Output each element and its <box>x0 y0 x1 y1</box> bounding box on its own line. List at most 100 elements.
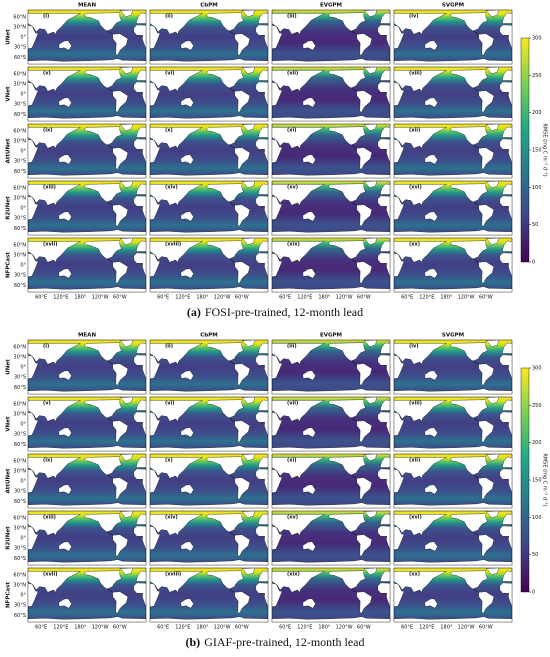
colorbar-tick-label: 100 <box>532 515 542 521</box>
map-ocean <box>271 567 391 623</box>
colorbar-label: RMSE (mg C m⁻² d⁻¹) <box>542 453 548 506</box>
lat-tick-label: 60°S <box>14 226 26 232</box>
row-label: NFPCast <box>6 252 12 278</box>
lat-tick-label: 30°N <box>13 138 26 144</box>
colorbar-tick-label: 150 <box>532 148 542 154</box>
lon-tick-label: 60°W <box>113 625 127 631</box>
lat-tick-label: 30°N <box>13 354 26 360</box>
colorbar-tick-label: 250 <box>532 403 542 409</box>
panel-label: (ii) <box>165 344 173 350</box>
colorbar-tick-label: 250 <box>532 73 542 79</box>
lat-tick-label: 30°N <box>13 195 26 201</box>
colorbar-tick-label: 50 <box>532 552 538 558</box>
caption: (a) FOSI-pre-trained, 12-month lead <box>187 305 363 319</box>
panel-label: (ii) <box>165 14 173 20</box>
lon-tick-label: 120°W <box>92 295 109 301</box>
panel-label: (xiii) <box>43 185 56 191</box>
colorbar-tick-label: 200 <box>532 110 542 116</box>
lat-tick-label: 30°S <box>14 489 26 495</box>
lon-tick-label: 180° <box>196 625 209 631</box>
lat-tick-label: 60°S <box>14 169 26 175</box>
lon-tick-label: 120°W <box>214 295 231 301</box>
panel-label: (xiv) <box>165 515 178 521</box>
lat-tick-label: 60°N <box>13 401 26 407</box>
row-label: VNet <box>6 416 12 432</box>
lat-tick-label: 60°S <box>14 442 26 448</box>
map-ocean <box>149 567 269 623</box>
panel-label: (iii) <box>287 14 297 20</box>
column-header: EVGPM <box>320 333 342 339</box>
panel-label: (x) <box>165 128 173 134</box>
lat-tick-label: 30°S <box>14 45 26 51</box>
lat-tick-label: 0° <box>20 536 26 542</box>
lon-tick-label: 60°W <box>235 625 249 631</box>
lon-tick-label: 120°W <box>336 625 353 631</box>
panel-label: (xvii) <box>43 572 57 578</box>
lon-tick-label: 180° <box>440 625 453 631</box>
column-header: MEAN <box>78 333 96 339</box>
colorbar-tick-label: 100 <box>532 185 542 191</box>
caption-text: GIAF-pre-trained, 12-month lead <box>204 635 364 649</box>
lon-tick-label: 120°W <box>92 625 109 631</box>
lat-tick-label: 0° <box>20 35 26 41</box>
lat-tick-label: 30°N <box>13 411 26 417</box>
lon-tick-label: 180° <box>440 295 453 301</box>
panel-label: (xx) <box>409 242 420 248</box>
panel-label: (ix) <box>43 458 53 464</box>
column-header: SVGPM <box>442 333 464 339</box>
colorbar-tick-label: 300 <box>532 36 542 42</box>
lat-tick-label: 0° <box>20 206 26 212</box>
colorbar-tick-label: 200 <box>532 440 542 446</box>
row-label: AttUNet <box>6 138 12 163</box>
lon-tick-label: 120°W <box>214 625 231 631</box>
lat-tick-label: 30°N <box>13 252 26 258</box>
colorbar-tick-label: 150 <box>532 478 542 484</box>
lat-tick-label: 60°N <box>13 14 26 20</box>
lat-tick-label: 30°N <box>13 24 26 30</box>
lon-tick-label: 60°E <box>401 625 413 631</box>
column-header: SVGPM <box>442 3 464 9</box>
caption-text: FOSI-pre-trained, 12-month lead <box>205 305 363 319</box>
lon-tick-label: 120°W <box>458 295 475 301</box>
panel-label: (xvi) <box>409 185 422 191</box>
lat-tick-label: 0° <box>20 479 26 485</box>
lat-tick-label: 60°N <box>13 242 26 248</box>
lon-tick-label: 60°E <box>35 625 47 631</box>
lat-tick-label: 60°N <box>13 344 26 350</box>
colorbar-tick-label: 50 <box>532 222 538 228</box>
subfigure: MEAN CbPM EVGPM SVGPM UNet 60°N 30°N 0° 30°S 60°S… <box>6 3 548 319</box>
panel-label: (vii) <box>287 401 298 407</box>
lat-tick-label: 60°N <box>13 515 26 521</box>
lon-tick-label: 180° <box>74 625 87 631</box>
panel-label: (v) <box>43 401 51 407</box>
lat-tick-label: 60°S <box>14 385 26 391</box>
colorbar-tick-label: 0 <box>532 590 535 596</box>
panel-label: (xv) <box>287 515 298 521</box>
row-label: AttUNet <box>6 468 12 493</box>
lat-tick-label: 30°S <box>14 432 26 438</box>
lat-tick-label: 60°S <box>14 499 26 505</box>
panel-label: (ix) <box>43 128 53 134</box>
lon-tick-label: 60°E <box>401 295 413 301</box>
lon-tick-label: 60°E <box>157 625 169 631</box>
panel-label: (vi) <box>165 71 175 77</box>
lon-tick-label: 120°W <box>458 625 475 631</box>
panel-label: (vi) <box>165 401 175 407</box>
panel-label: (xv) <box>287 185 298 191</box>
row-label: UNet <box>6 359 12 375</box>
panel-label: (i) <box>43 14 49 20</box>
lon-tick-label: 120°E <box>53 295 68 301</box>
lat-tick-label: 60°S <box>14 283 26 289</box>
lon-tick-label: 120°E <box>297 295 312 301</box>
lon-tick-label: 60°W <box>479 625 493 631</box>
lat-tick-label: 60°S <box>14 55 26 61</box>
panel-label: (xix) <box>287 572 300 578</box>
lat-tick-label: 60°N <box>13 185 26 191</box>
panel-label: (viii) <box>409 401 422 407</box>
row-label: NFPCast <box>6 582 12 608</box>
lon-tick-label: 180° <box>318 295 331 301</box>
subfigure: MEAN CbPM EVGPM SVGPM UNet 60°N 30°N 0° 30°S 60°S… <box>6 333 548 649</box>
lat-tick-label: 30°S <box>14 273 26 279</box>
lon-tick-label: 60°E <box>157 295 169 301</box>
lat-tick-label: 60°N <box>13 572 26 578</box>
